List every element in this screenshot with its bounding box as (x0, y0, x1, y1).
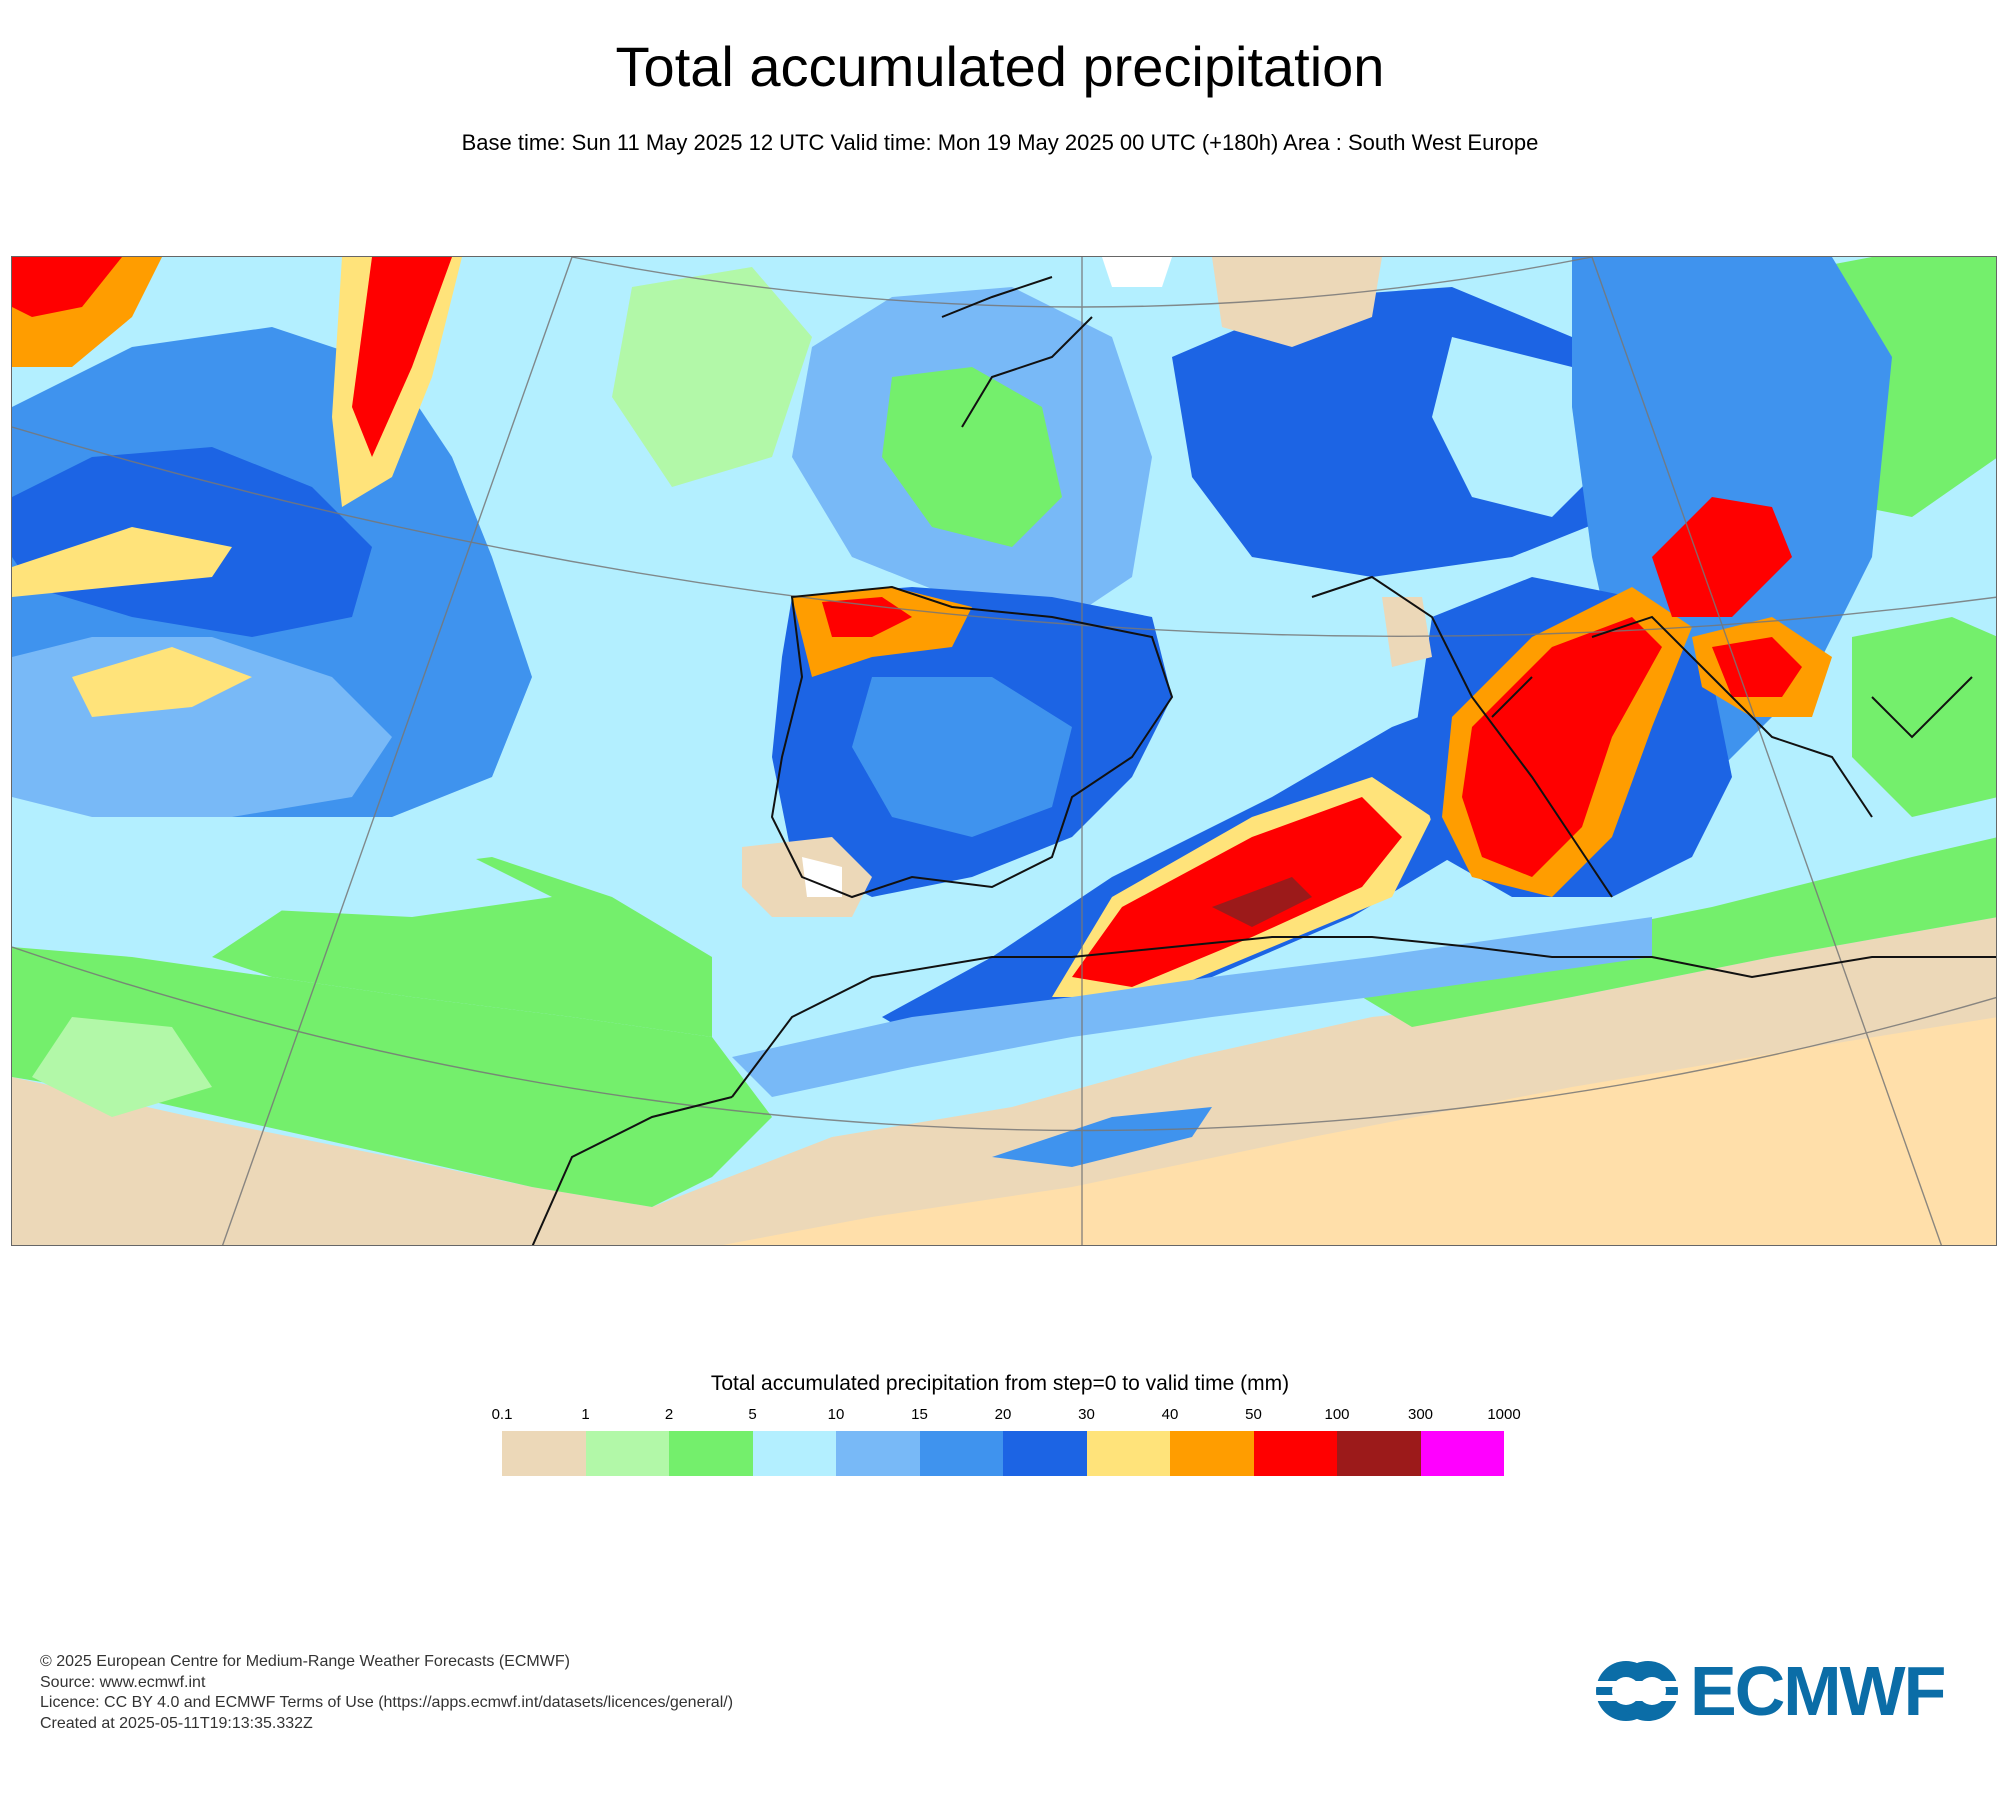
legend-tick-label: 2 (664, 1406, 674, 1423)
iberia-midblue-region (852, 677, 1072, 837)
nw-white-gap (1102, 257, 1172, 287)
legend-title: Total accumulated precipitation from ste… (710, 1372, 1290, 1395)
legend-swatch (836, 1431, 920, 1476)
legend-swatch (502, 1431, 586, 1476)
ecmwf-logo-icon (1590, 1661, 1686, 1721)
andalusia-white (802, 857, 842, 897)
legend-tick-label: 10 (827, 1406, 845, 1423)
iberia-heavy-core (822, 597, 912, 637)
legend-swatch (752, 1431, 836, 1476)
ecmwf-logo[interactable]: ECMWF (1590, 1655, 1970, 1727)
aegean-green (1852, 617, 1996, 817)
legend-tick-label: 40 (1161, 1406, 1179, 1423)
legend-swatch (1086, 1431, 1170, 1476)
sahara-dry-region (12, 957, 1996, 1245)
coastlines (531, 276, 1996, 1245)
legend-swatch (669, 1431, 753, 1476)
france-green-region (882, 367, 1062, 547)
north-africa-green-region (12, 947, 772, 1207)
sardinia-tan (1382, 597, 1432, 667)
legend-swatch (919, 1431, 1003, 1476)
footer: © 2025 European Centre for Medium-Range … (40, 1652, 733, 1734)
licence-text: Licence: CC BY 4.0 and ECMWF Terms of Us… (40, 1694, 734, 1711)
graticule (12, 257, 1996, 1245)
legend-colorbar (502, 1431, 1504, 1476)
atlantic-light-region (12, 817, 552, 917)
legend-tick-label: 1000 (1487, 1406, 1521, 1423)
legend-swatch (1003, 1431, 1087, 1476)
chart-subtitle: Base time: Sun 11 May 2025 12 UTC Valid … (461, 130, 1539, 155)
greece-red (1712, 637, 1802, 697)
legend-tick-labels: 0.1 1 2 5 10 15 20 30 40 50 100 300 1000 (492, 1406, 1521, 1426)
med-band-red (1072, 797, 1402, 987)
legend-swatch (1170, 1431, 1254, 1476)
atlantic-nw-heavy-core (12, 257, 122, 317)
atlantic-yellow-streaks (12, 527, 252, 717)
light-green-patch-1 (32, 1017, 212, 1117)
legend-swatch (1337, 1431, 1421, 1476)
legend-tick-label: 100 (1324, 1406, 1350, 1423)
legend-tick-label: 300 (1407, 1406, 1434, 1423)
light-green-patch-2 (612, 267, 812, 487)
central-europe-light (1432, 337, 1612, 517)
atlantic-heavy-band-core (352, 257, 452, 457)
copyright-text: © 2025 European Centre for Medium-Range … (40, 1653, 570, 1670)
chart-title: Total accumulated precipitation (615, 35, 1385, 98)
legend-tick-label: 30 (1078, 1406, 1095, 1423)
atlas-blue-streak (992, 1107, 1212, 1167)
legend-tick-label: 15 (911, 1406, 928, 1423)
germany-tan (1212, 257, 1382, 347)
legend-tick-label: 20 (994, 1406, 1012, 1423)
legend-tick-label: 0.1 (491, 1406, 513, 1423)
precipitation-map[interactable] (11, 256, 1997, 1246)
legend-swatch (585, 1431, 669, 1476)
north-africa-tan-region (12, 917, 1996, 1245)
maghreb-coast-band (732, 917, 1652, 1097)
source-text: Source: www.ecmwf.int (40, 1673, 206, 1691)
legend-tick-label: 5 (748, 1406, 757, 1423)
map-canvas (12, 257, 1996, 1245)
legend-tick-label: 50 (1245, 1406, 1262, 1423)
ecmwf-logo-text: ECMWF (1690, 1652, 1946, 1730)
italy-red (1462, 617, 1662, 877)
med-band-darkred (1212, 877, 1312, 927)
libya-green-region (1362, 837, 1996, 1027)
legend-swatch (1253, 1431, 1337, 1476)
legend-tick-label: 1 (581, 1406, 590, 1423)
created-text: Created at 2025-05-11T19:13:35.332Z (40, 1714, 313, 1732)
legend-swatch (1420, 1431, 1504, 1476)
